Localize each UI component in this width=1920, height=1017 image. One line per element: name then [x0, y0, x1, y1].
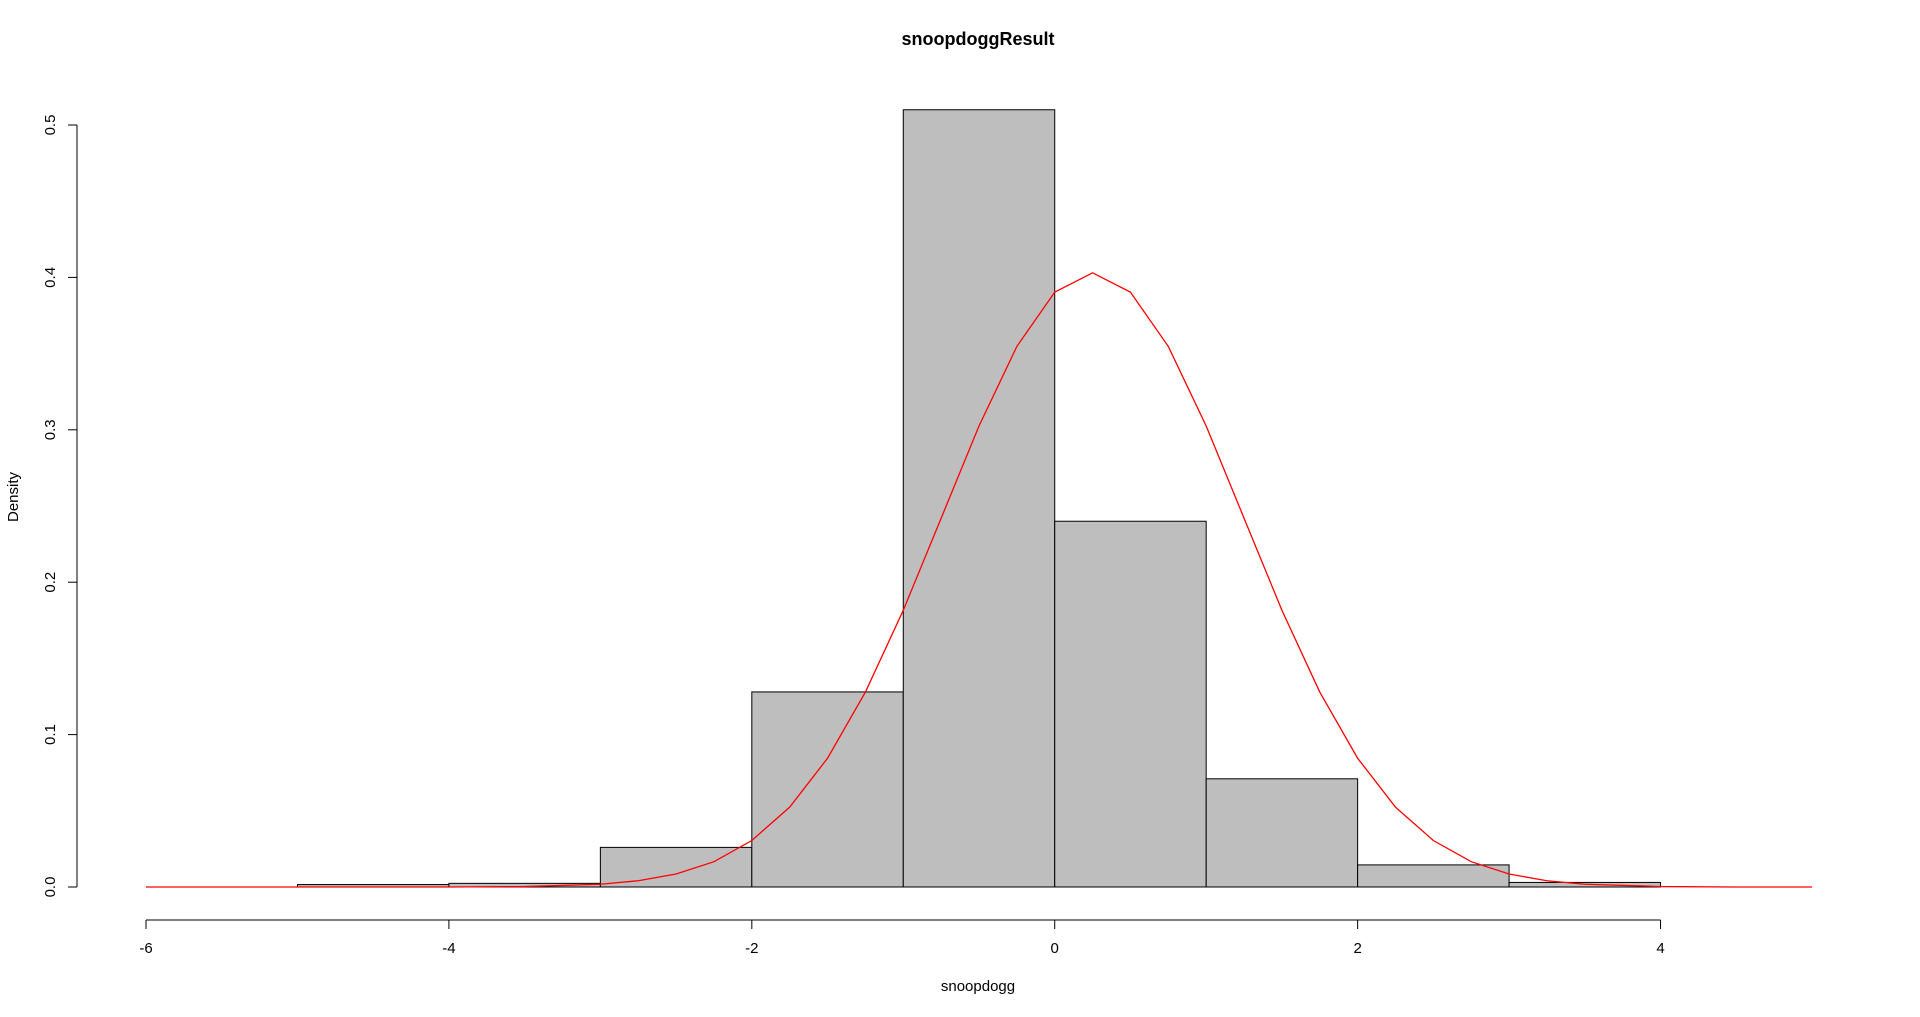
x-tick-label: 2 — [1353, 940, 1361, 957]
bar — [1054, 520, 1207, 888]
bar — [902, 109, 1056, 888]
y-tick-label: 0.2 — [42, 572, 59, 593]
y-tick-label: 0.5 — [42, 115, 59, 136]
x-tick-label: 0 — [1051, 940, 1059, 957]
x-tick-label: -2 — [745, 940, 758, 957]
y-axis-label: Density — [5, 471, 22, 522]
x-tick-label: 4 — [1656, 940, 1664, 957]
bar — [751, 691, 904, 888]
bar — [1357, 864, 1510, 888]
x-axis-label: snoopdogg — [941, 978, 1015, 995]
density-curve — [146, 272, 1812, 888]
chart-title: snoopdoggResult — [902, 29, 1055, 49]
bar — [1205, 778, 1359, 888]
x-tick-label: -6 — [139, 940, 152, 957]
y-tick-label: 0.0 — [42, 877, 59, 898]
x-tick-label: -4 — [442, 940, 455, 957]
y-tick-label: 0.1 — [42, 724, 59, 745]
y-tick-label: 0.4 — [42, 267, 59, 288]
y-tick-label: 0.3 — [42, 419, 59, 440]
